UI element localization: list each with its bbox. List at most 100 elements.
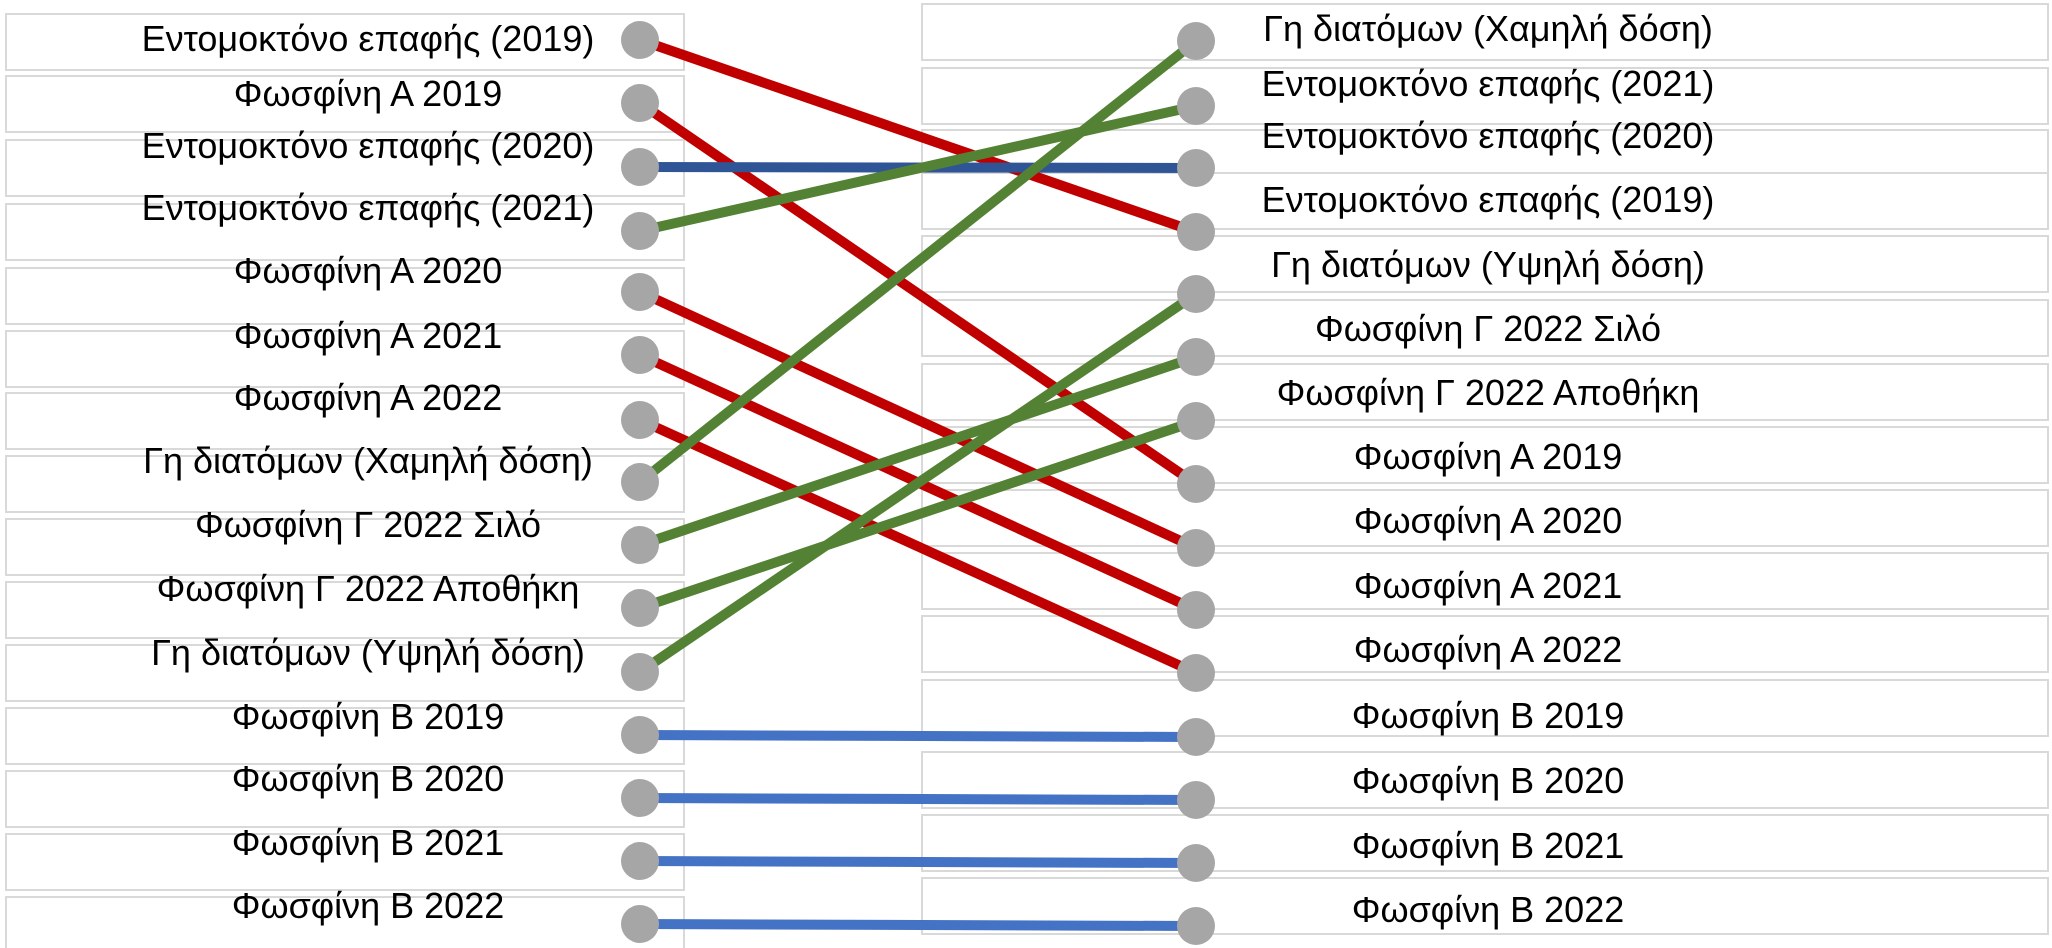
right-cell	[921, 489, 2049, 547]
left-label: Εντομοκτόνο επαφής (2019)	[142, 18, 595, 59]
right-cell	[921, 3, 2049, 61]
left-cell	[5, 518, 685, 576]
left-node	[621, 336, 659, 374]
right-cell	[921, 877, 2049, 935]
connector-line	[638, 416, 1198, 613]
left-node	[621, 842, 659, 880]
left-label: Εντομοκτόνο επαφής (2020)	[142, 125, 595, 166]
right-cell	[921, 235, 2049, 293]
connector-lines	[636, 35, 1200, 931]
left-label: Φωσφίνη Γ 2022 Αποθήκη	[157, 568, 580, 609]
left-cell	[5, 644, 685, 702]
left-cell	[5, 581, 685, 639]
right-label: Φωσφίνη Β 2022	[1352, 889, 1625, 930]
right-node	[1177, 529, 1215, 567]
right-label: Φωσφίνη Γ 2022 Σιλό	[1315, 308, 1661, 349]
right-node	[1177, 781, 1215, 819]
left-label: Γη διατόμων (Υψηλή δόση)	[151, 632, 585, 673]
connector-line	[637, 415, 1199, 678]
left-label: Φωσφίνη Α 2019	[234, 73, 503, 114]
left-node	[621, 84, 659, 122]
right-label: Φωσφίνη Α 2019	[1354, 436, 1623, 477]
connector-line	[639, 793, 1197, 805]
right-label: Φωσφίνη Α 2020	[1354, 500, 1623, 541]
right-label: Φωσφίνη Β 2020	[1352, 760, 1625, 801]
left-label: Φωσφίνη Α 2021	[234, 315, 503, 356]
left-node	[621, 148, 659, 186]
right-node	[1177, 907, 1215, 945]
right-node	[1177, 87, 1215, 125]
right-label: Φωσφίνη Α 2021	[1354, 565, 1623, 606]
connector-line	[638, 352, 1198, 550]
right-nodes	[1177, 22, 1215, 945]
left-nodes	[621, 21, 659, 943]
left-cell	[5, 707, 685, 765]
left-node	[621, 463, 659, 501]
left-cell	[5, 770, 685, 828]
left-cell	[5, 455, 685, 513]
left-label: Φωσφίνη Β 2022	[232, 885, 505, 926]
right-label: Εντομοκτόνο επαφής (2021)	[1262, 63, 1715, 104]
right-label: Φωσφίνη Β 2021	[1352, 825, 1625, 866]
left-node	[621, 273, 659, 311]
connector-line	[638, 101, 1198, 236]
right-cell	[921, 363, 2049, 421]
connector-line	[638, 35, 1198, 237]
right-label: Φωσφίνη Γ 2022 Αποθήκη	[1277, 372, 1700, 413]
left-node	[621, 905, 659, 943]
right-node	[1177, 844, 1215, 882]
left-label: Φωσφίνη Α 2022	[234, 377, 503, 418]
connector-line	[639, 856, 1197, 868]
right-label: Γη διατόμων (Χαμηλή δόση)	[1263, 8, 1713, 49]
right-label: Εντομοκτόνο επαφής (2019)	[1262, 179, 1715, 220]
right-column: Γη διατόμων (Χαμηλή δόση) Εντομοκτόνο επα…	[921, 3, 2049, 935]
left-node	[621, 653, 659, 691]
right-label: Φωσφίνη Β 2019	[1352, 695, 1625, 736]
connector-line	[636, 37, 1200, 486]
connector-line	[637, 289, 1199, 677]
right-cell	[921, 679, 2049, 737]
right-label: Γη διατόμων (Υψηλή δόση)	[1271, 244, 1705, 285]
left-label: Φωσφίνη Β 2020	[232, 758, 505, 799]
left-label: Φωσφίνη Β 2019	[232, 696, 505, 737]
right-node	[1177, 654, 1215, 692]
left-cell	[5, 833, 685, 891]
left-node	[621, 401, 659, 439]
left-column: Εντομοκτόνο επαφής (2019) Φωσφίνη Α 2019 Ε…	[5, 13, 685, 948]
left-cell	[5, 203, 685, 261]
right-node	[1177, 213, 1215, 251]
left-cell	[5, 267, 685, 325]
connector-line	[639, 730, 1197, 742]
right-node	[1177, 338, 1215, 376]
left-cell	[5, 139, 685, 197]
right-node	[1177, 591, 1215, 629]
right-node	[1177, 22, 1215, 60]
left-label: Φωσφίνη Γ 2022 Σιλό	[195, 504, 541, 545]
right-node	[1177, 465, 1215, 503]
connector-line	[637, 287, 1199, 553]
right-cell	[921, 615, 2049, 673]
left-label: Φωσφίνη Α 2020	[234, 250, 503, 291]
left-node	[621, 21, 659, 59]
right-node	[1177, 149, 1215, 187]
left-cell	[5, 392, 685, 450]
left-cell	[5, 13, 685, 71]
left-node	[621, 212, 659, 250]
right-label: Εντομοκτόνο επαφής (2020)	[1262, 115, 1715, 156]
left-node	[621, 716, 659, 754]
left-node	[621, 589, 659, 627]
left-node	[621, 779, 659, 817]
right-cell	[921, 552, 2049, 610]
right-node	[1177, 275, 1215, 313]
right-node	[1177, 718, 1215, 756]
right-label: Φωσφίνη Α 2022	[1354, 629, 1623, 670]
connector-line	[639, 919, 1197, 931]
left-cell	[5, 75, 685, 133]
left-cell	[5, 330, 685, 388]
left-label: Εντομοκτόνο επαφής (2021)	[142, 187, 595, 228]
left-label: Γη διατόμων (Χαμηλή δόση)	[143, 440, 593, 481]
left-label: Φωσφίνη Β 2021	[232, 822, 505, 863]
right-node	[1177, 402, 1215, 440]
left-node	[621, 526, 659, 564]
